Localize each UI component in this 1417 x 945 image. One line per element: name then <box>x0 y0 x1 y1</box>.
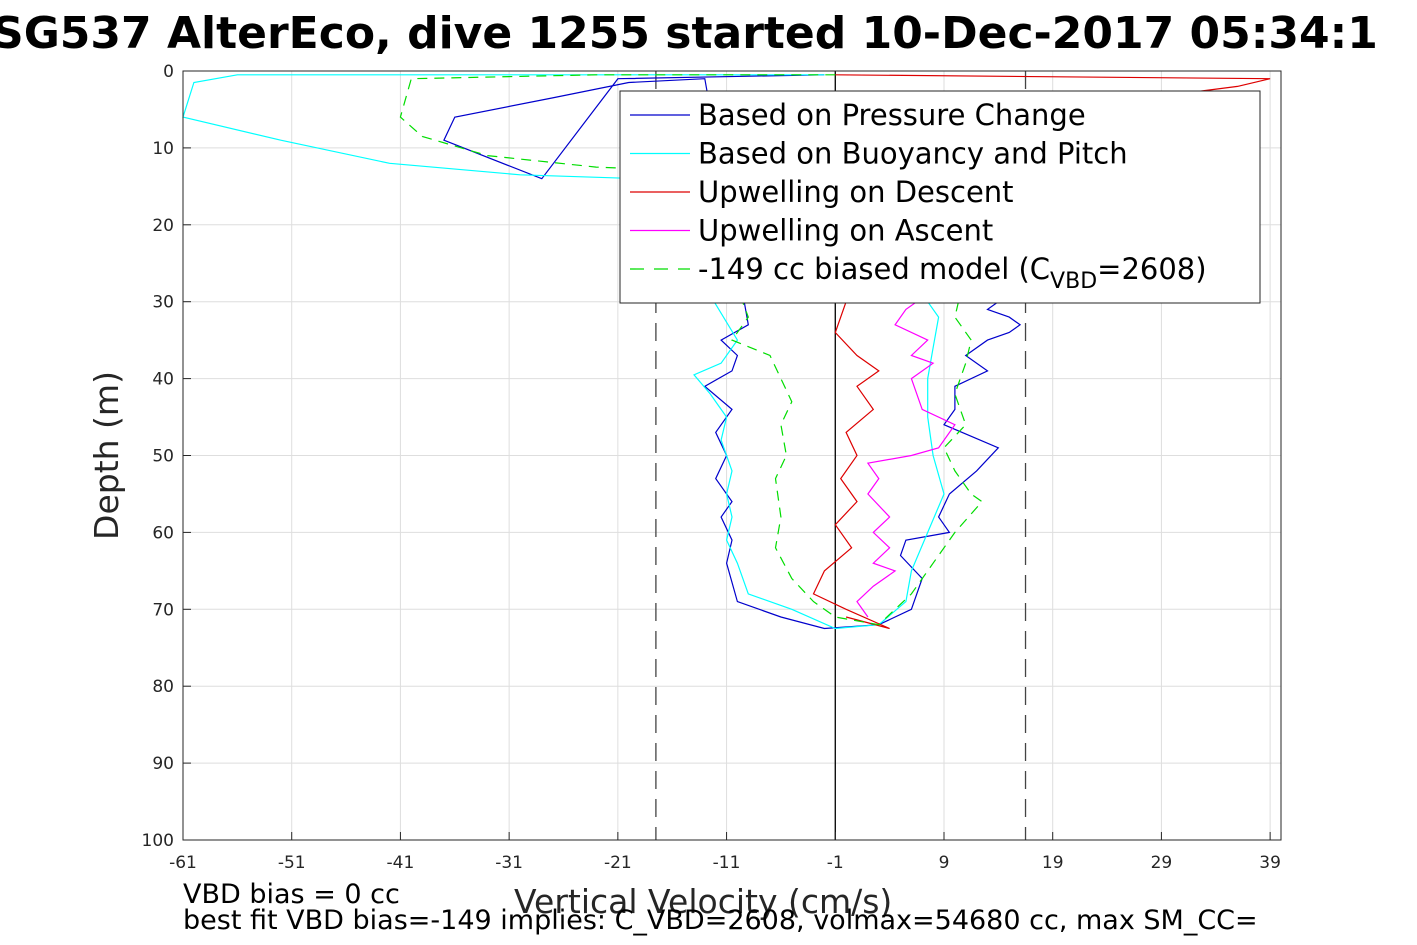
x-tick-label: -41 <box>387 853 415 873</box>
x-tick-label: 29 <box>1151 853 1173 873</box>
x-tick-label: 9 <box>939 853 950 873</box>
legend-label: Upwelling on Ascent <box>698 214 993 248</box>
y-tick-label: 40 <box>152 370 174 390</box>
y-tick-label: 90 <box>152 754 174 774</box>
x-tick-label: 19 <box>1042 853 1064 873</box>
y-tick-label: 70 <box>152 600 174 620</box>
y-tick-label: 0 <box>163 62 174 82</box>
y-axis-label: Depth (m) <box>87 371 126 540</box>
chart-title: SG537 AlterEco, dive 1255 started 10-Dec… <box>0 8 1378 59</box>
y-tick-label: 60 <box>152 523 174 543</box>
y-tick-label: 50 <box>152 447 174 467</box>
legend-label: Based on Pressure Change <box>698 98 1086 132</box>
x-tick-label: -21 <box>604 853 632 873</box>
x-tick-label: -61 <box>169 853 197 873</box>
x-tick-label: -1 <box>827 853 844 873</box>
y-tick-label: 100 <box>142 831 174 851</box>
note-vbd-bias: VBD bias = 0 cc <box>183 879 400 910</box>
x-tick-label: -11 <box>713 853 741 873</box>
y-tick-label: 30 <box>152 293 174 313</box>
x-tick-label: 39 <box>1259 853 1281 873</box>
y-tick-label: 80 <box>152 677 174 697</box>
legend-label: Upwelling on Descent <box>698 175 1014 209</box>
x-tick-label: -31 <box>495 853 523 873</box>
legend-label: -149 cc biased model (CVBD=2608) <box>698 252 1207 294</box>
y-tick-label: 10 <box>152 139 174 159</box>
note-best-fit: best fit VBD bias=-149 implies: C_VBD=26… <box>183 905 1258 936</box>
x-axis-label: Vertical Velocity (cm/s) <box>514 882 892 921</box>
x-tick-label: -51 <box>278 853 306 873</box>
series-line-5 <box>399 74 983 626</box>
series-group <box>182 74 1271 630</box>
legend-label: Based on Buoyancy and Pitch <box>698 137 1128 171</box>
series-line-2 <box>182 74 946 630</box>
legend: Based on Pressure Change Based on Buoyanc… <box>619 90 1261 304</box>
legend-box <box>619 90 1261 304</box>
y-tick-label: 20 <box>152 216 174 236</box>
ticks: -61 -51 -41 -31 -21 -11 -1 9 19 29 39 0 10 20 30 40 50 60… <box>142 62 1281 873</box>
